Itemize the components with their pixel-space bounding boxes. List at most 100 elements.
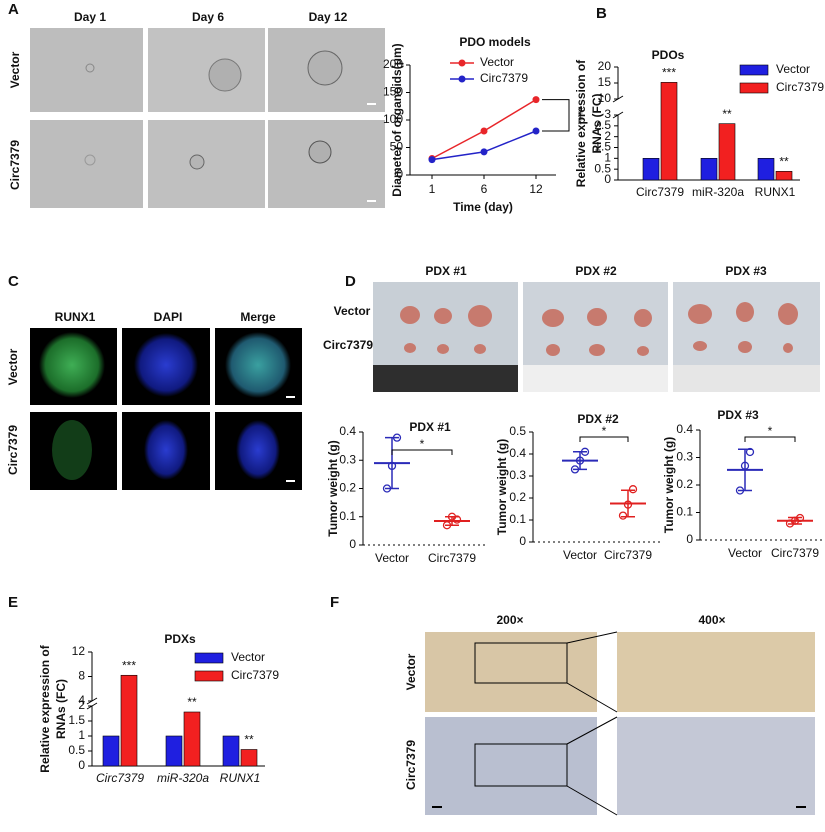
significance-label: *** xyxy=(122,658,136,672)
legend-swatch xyxy=(739,64,769,76)
significance-bracket xyxy=(579,436,629,442)
y-tick-label: 0.5 xyxy=(594,161,611,175)
y-tick-label: 8 xyxy=(78,669,85,683)
y-axis-label: Relative expression of xyxy=(38,644,52,772)
y-tick-label: 10 xyxy=(598,91,612,105)
y-tick-label: 1 xyxy=(604,151,611,165)
y-tick-label: 0 xyxy=(686,532,693,546)
image-column-label: RUNX1 xyxy=(55,310,96,324)
bar xyxy=(775,171,793,181)
panel-label: A xyxy=(8,1,19,18)
y-tick-label: 12 xyxy=(72,644,86,658)
chart-title: PDX #2 xyxy=(577,412,619,426)
bar xyxy=(660,82,678,181)
y-tick-label: 0.5 xyxy=(509,424,526,438)
error-bar xyxy=(788,516,802,525)
significance-bracket xyxy=(744,436,796,442)
error-bar xyxy=(385,436,399,490)
y-tick-label: 0 xyxy=(349,537,356,551)
y-tick-label: 0.3 xyxy=(676,450,693,464)
y-axis-label: RNAs (FC) xyxy=(590,94,604,154)
y-axis-label: RNAs (FC) xyxy=(54,679,68,739)
y-axis-label: Relative expression of xyxy=(574,59,588,187)
panel-c-images xyxy=(30,328,302,490)
y-tick-label: 1.5 xyxy=(594,140,611,154)
data-point xyxy=(532,96,540,104)
y-tick-label: 0.3 xyxy=(509,468,526,482)
image-row-label: Vector xyxy=(334,304,371,318)
y-tick-label: 0 xyxy=(396,167,403,181)
image-column-label: Day 6 xyxy=(192,10,224,24)
image-column-label: Day 12 xyxy=(309,10,348,24)
bar xyxy=(700,158,718,181)
panel-label: F xyxy=(330,594,339,611)
significance-bracket xyxy=(542,99,570,132)
image-column-label: PDX #3 xyxy=(725,264,767,278)
image-column-label: PDX #1 xyxy=(425,264,467,278)
y-tick-label: 0.4 xyxy=(509,446,526,460)
y-tick-label: 50 xyxy=(390,140,404,154)
y-tick-label: 0.1 xyxy=(676,505,693,519)
y-axis-label: Diameter of organoids(μm) xyxy=(390,43,404,196)
y-tick-label: 0 xyxy=(78,758,85,772)
legend-swatch xyxy=(194,670,224,682)
bar xyxy=(102,735,120,767)
bar xyxy=(183,711,201,767)
bar xyxy=(718,123,736,181)
significance-label: ** xyxy=(779,155,789,169)
image-column-label: Merge xyxy=(240,310,276,324)
y-tick-label: 1.5 xyxy=(68,713,85,727)
y-tick-label: 150 xyxy=(383,85,403,99)
legend-label: Circ7379 xyxy=(776,80,824,94)
significance-label: ** xyxy=(722,107,732,121)
image-column-label: 200× xyxy=(496,613,523,627)
x-tick-label: Vector xyxy=(728,546,762,560)
data-point xyxy=(480,148,488,156)
panel-f-images xyxy=(425,631,815,816)
y-axis-label: Tumor weight (g) xyxy=(495,439,509,535)
significance-label: ** xyxy=(187,695,197,709)
legend-swatch xyxy=(194,652,224,664)
image-row-label: Circ7379 xyxy=(404,740,418,790)
data-point xyxy=(628,485,638,494)
y-tick-label: 2 xyxy=(604,129,611,143)
image-row-label: Circ7379 xyxy=(323,338,373,352)
data-point xyxy=(532,127,540,135)
image-column-label: 400× xyxy=(698,613,725,627)
x-tick-label: Circ7379 xyxy=(96,771,144,785)
y-axis-label: Tumor weight (g) xyxy=(326,440,340,536)
bar xyxy=(165,735,183,767)
bar xyxy=(642,158,660,181)
x-tick-label: Vector xyxy=(563,548,597,562)
y-tick-label: 2.5 xyxy=(594,118,611,132)
significance-bracket xyxy=(391,449,453,455)
legend-label: Circ7379 xyxy=(480,71,528,85)
y-tick-label: 0.1 xyxy=(339,509,356,523)
x-tick-label: miR-320a xyxy=(157,771,209,785)
x-tick-label: Circ7379 xyxy=(771,546,819,560)
x-tick-label: Circ7379 xyxy=(428,551,476,565)
legend-marker xyxy=(458,59,466,67)
chart-title: PDO models xyxy=(459,35,531,49)
x-tick-label: 6 xyxy=(481,182,488,196)
chart-title: PDX #3 xyxy=(717,408,759,422)
y-tick-label: 0 xyxy=(519,534,526,548)
y-tick-label: 0.2 xyxy=(339,481,356,495)
image-row-label: Vector xyxy=(404,653,418,690)
significance-label: * xyxy=(768,424,773,438)
panel-a-images xyxy=(30,28,385,208)
legend-label: Vector xyxy=(231,650,265,664)
significance-label: ** xyxy=(244,733,254,747)
x-tick-label: Circ7379 xyxy=(636,185,684,199)
bar xyxy=(120,674,138,767)
y-tick-label: 4 xyxy=(78,693,85,707)
y-tick-label: 20 xyxy=(598,59,612,73)
chart-title: PDOs xyxy=(652,48,685,62)
significance-label: **** xyxy=(571,106,585,125)
y-tick-label: 100 xyxy=(383,112,403,126)
image-row-label: Circ7379 xyxy=(6,425,20,475)
data-point xyxy=(480,127,488,135)
image-column-label: DAPI xyxy=(154,310,183,324)
x-tick-label: Circ7379 xyxy=(604,548,652,562)
